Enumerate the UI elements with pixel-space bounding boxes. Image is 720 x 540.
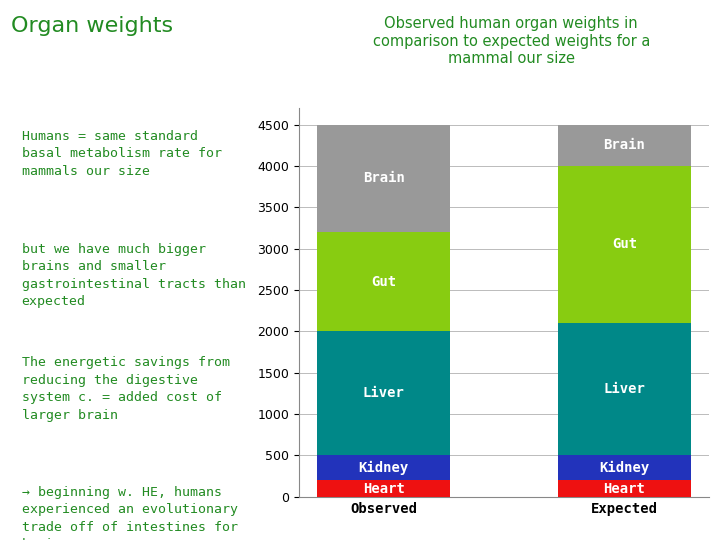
- Text: Kidney: Kidney: [599, 461, 649, 475]
- Bar: [318, 232, 450, 332]
- Bar: [558, 125, 690, 166]
- Text: Liver: Liver: [603, 382, 645, 396]
- Bar: [558, 323, 690, 455]
- Text: Organ weights: Organ weights: [11, 16, 173, 36]
- Text: but we have much bigger
brains and smaller
gastrointestinal tracts than
expected: but we have much bigger brains and small…: [22, 243, 246, 308]
- Bar: [318, 125, 450, 232]
- Text: Gut: Gut: [371, 275, 396, 289]
- Bar: [318, 455, 450, 480]
- Bar: [558, 166, 690, 323]
- Text: Liver: Liver: [363, 387, 405, 400]
- Text: Heart: Heart: [363, 482, 405, 496]
- Bar: [558, 455, 690, 480]
- Text: The energetic savings from
reducing the digestive
system c. = added cost of
larg: The energetic savings from reducing the …: [22, 356, 230, 422]
- Text: Heart: Heart: [603, 482, 645, 496]
- Text: Humans = same standard
basal metabolism rate for
mammals our size: Humans = same standard basal metabolism …: [22, 130, 222, 178]
- Text: Brain: Brain: [363, 171, 405, 185]
- Text: Brain: Brain: [603, 138, 645, 152]
- Text: Observed human organ weights in
comparison to expected weights for a
mammal our : Observed human organ weights in comparis…: [372, 16, 650, 66]
- Bar: [558, 480, 690, 497]
- Bar: [318, 332, 450, 455]
- Bar: [318, 480, 450, 497]
- Text: → beginning w. HE, humans
experienced an evolutionary
trade off of intestines fo: → beginning w. HE, humans experienced an…: [22, 486, 238, 540]
- Text: Gut: Gut: [612, 238, 637, 252]
- Text: Kidney: Kidney: [359, 461, 409, 475]
